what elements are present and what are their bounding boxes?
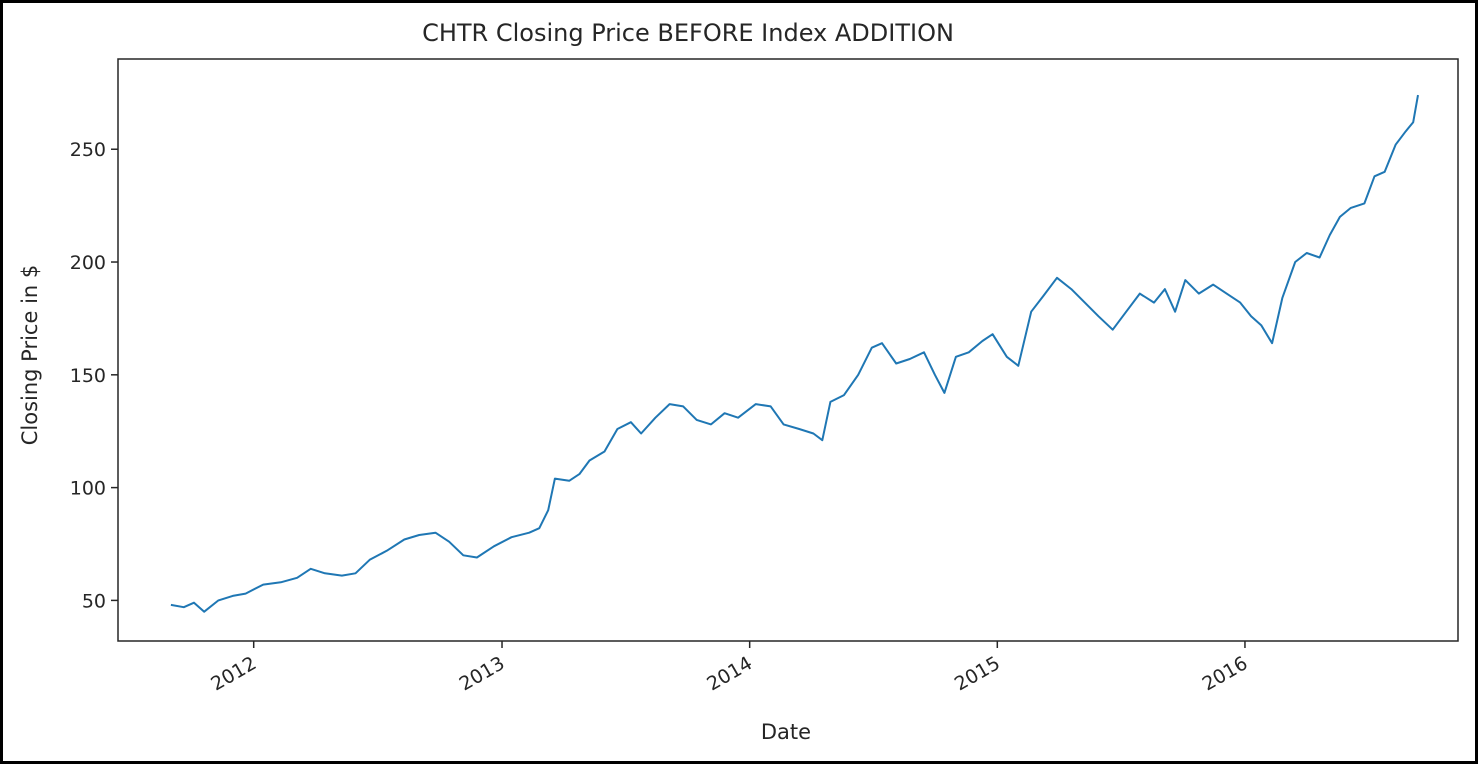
x-axis-label: Date bbox=[761, 720, 811, 744]
x-tick-label: 2016 bbox=[1199, 652, 1252, 695]
x-axis: 2012 2013 2014 2015 2016 bbox=[207, 641, 1251, 696]
line-chart: CHTR Closing Price BEFORE Index ADDITION… bbox=[18, 19, 1459, 744]
x-tick-label: 2012 bbox=[207, 652, 260, 695]
y-tick-label: 200 bbox=[70, 252, 106, 274]
y-axis-label: Closing Price in $ bbox=[18, 265, 42, 446]
y-axis: 50 100 150 200 250 bbox=[70, 139, 118, 612]
x-tick-label: 2015 bbox=[951, 652, 1004, 695]
y-tick-label: 100 bbox=[70, 478, 106, 500]
x-tick-label: 2013 bbox=[456, 652, 509, 695]
y-tick-label: 150 bbox=[70, 365, 106, 387]
closing-price-line bbox=[170, 94, 1419, 613]
y-tick-label: 250 bbox=[70, 139, 106, 161]
x-tick-label: 2014 bbox=[703, 652, 756, 695]
y-tick-label: 50 bbox=[82, 590, 106, 612]
chart-title: CHTR Closing Price BEFORE Index ADDITION bbox=[422, 19, 954, 47]
chart-frame: CHTR Closing Price BEFORE Index ADDITION… bbox=[3, 3, 1475, 761]
plot-area bbox=[117, 58, 1459, 642]
